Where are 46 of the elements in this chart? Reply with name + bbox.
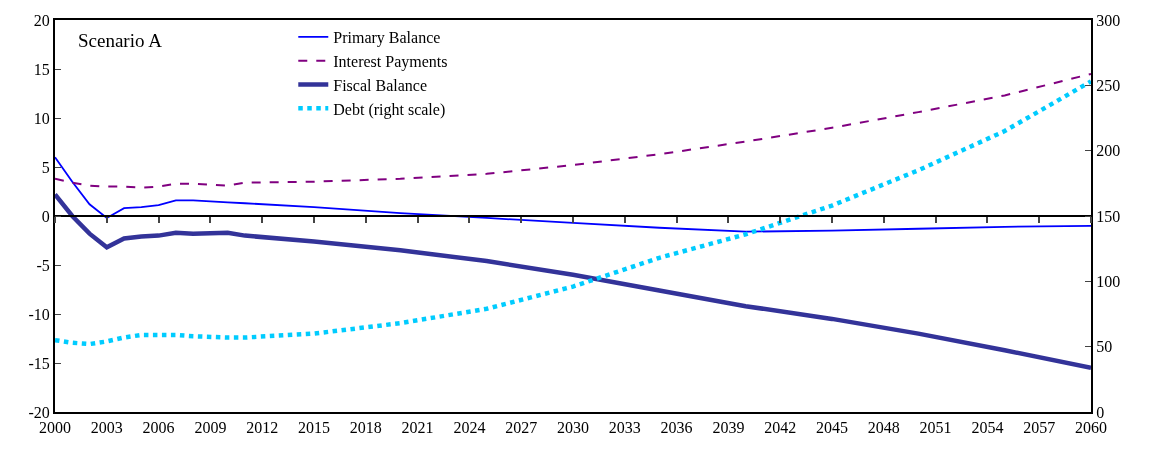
annotation: Scenario A — [78, 30, 163, 51]
line-series — [55, 156, 1091, 233]
x-tick-label: 2024 — [453, 419, 486, 437]
y-tick-label: 15 — [33, 60, 50, 78]
y2-tick-label: 300 — [1096, 11, 1121, 29]
x-tick-label: 2054 — [971, 419, 1004, 437]
y-tick-label: -5 — [36, 256, 50, 274]
legend-label: Interest Payments — [333, 52, 448, 71]
line-series — [55, 79, 1091, 347]
x-tick-label: 2051 — [919, 419, 952, 437]
y2-tick-label: 250 — [1096, 76, 1121, 94]
x-tick-label: 2000 — [39, 419, 71, 437]
legend-label: Primary Balance — [333, 29, 441, 48]
x-tick-label: 2003 — [90, 419, 123, 437]
y-tick-label: 5 — [41, 158, 50, 176]
y2-tick-label: 0 — [1096, 403, 1105, 421]
y2-tick-label: 200 — [1096, 142, 1121, 160]
y-tick-label: 20 — [33, 11, 50, 29]
x-tick-label: 2033 — [608, 419, 641, 437]
y2-tick-label: 50 — [1096, 338, 1113, 356]
y2-tick-label: 150 — [1096, 207, 1121, 225]
x-tick-label: 2045 — [816, 419, 848, 437]
x-tick-label: 2036 — [660, 419, 693, 437]
x-tick-label: 2042 — [764, 419, 797, 437]
x-tick-label: 2006 — [142, 419, 175, 437]
x-tick-label: 2009 — [194, 419, 227, 437]
x-tick-label: 2030 — [557, 419, 589, 437]
y-tick-label: 10 — [33, 109, 50, 127]
x-tick-label: 2039 — [712, 419, 745, 437]
x-tick-label: 2021 — [401, 419, 434, 437]
x-tick-label: 2060 — [1075, 419, 1107, 437]
x-tick-label: 2018 — [349, 419, 382, 437]
line-series — [55, 192, 1091, 371]
y-tick-label: -15 — [28, 354, 50, 372]
x-tick-label: 2057 — [1023, 419, 1056, 437]
x-tick-label: 2015 — [298, 419, 330, 437]
legend-label: Debt (right scale) — [333, 100, 446, 119]
y-tick-label: -20 — [28, 403, 50, 421]
x-tick-label: 2012 — [246, 419, 279, 437]
x-tick-label: 2027 — [505, 419, 538, 437]
line-series — [55, 72, 1091, 189]
x-tick-label: 2048 — [867, 419, 900, 437]
y2-tick-label: 100 — [1096, 272, 1121, 290]
legend-label: Fiscal Balance — [333, 76, 428, 94]
y-tick-label: 0 — [41, 207, 50, 225]
y-tick-label: -10 — [28, 305, 50, 323]
